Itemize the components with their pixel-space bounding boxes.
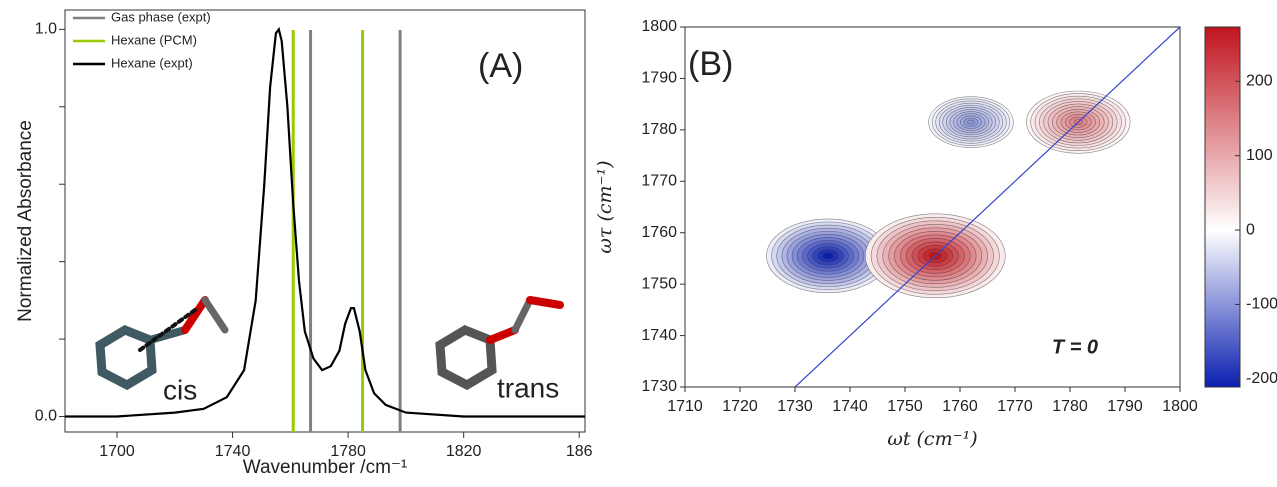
panel-label: (A) [478, 47, 523, 85]
x-tick-label: 1770 [997, 398, 1033, 415]
x-tick-label: 1710 [667, 398, 703, 415]
colorbar-tick-label: 200 [1246, 73, 1273, 90]
x-tick-label: 1750 [887, 398, 923, 415]
colorbar-tick-label: 100 [1246, 147, 1273, 164]
colorbar [1205, 27, 1240, 387]
x-axis-label: Wavenumber /cm⁻¹ [243, 457, 408, 478]
y-tick-label: 1.0 [35, 21, 57, 38]
y-tick-label: 1750 [641, 275, 677, 292]
annotation: T = 0 [1052, 336, 1098, 358]
y-tick-label: 1730 [641, 378, 677, 395]
y-axis-label: Normalized Absorbance [15, 120, 36, 322]
x-tick-label: 1740 [832, 398, 868, 415]
x-tick-label: 1820 [446, 443, 482, 460]
spectrum-line [65, 29, 585, 416]
x-tick-label: 1720 [722, 398, 758, 415]
colorbar-tick-label: 0 [1246, 221, 1255, 238]
diagonal [795, 27, 1180, 387]
contour-level [967, 120, 974, 124]
colorbar-tick-label: -200 [1246, 370, 1277, 387]
y-tick-label: 0.0 [35, 408, 57, 425]
figure: 1700 1740 1780 1820 186 0.0 1.0 Gas phase (expt… [0, 0, 1277, 482]
x-tick-label: 1780 [1052, 398, 1088, 415]
y-tick-label: 1760 [641, 224, 677, 241]
y-tick-label: 1770 [641, 173, 677, 190]
legend-label: Gas phase (expt) [111, 9, 211, 24]
x-axis-label: ωt (cm⁻¹) [887, 428, 977, 450]
x-tick-label: 1790 [1107, 398, 1143, 415]
y-tick-label: 1790 [641, 70, 677, 87]
annotation: cis [163, 374, 197, 405]
x-tick-label: 1800 [1162, 398, 1198, 415]
legend-label: Hexane (PCM) [111, 32, 197, 47]
panel-label: (B) [688, 45, 733, 83]
y-tick-label: 1740 [641, 327, 677, 344]
contour-level [823, 253, 833, 259]
x-tick-label: 1700 [99, 443, 135, 460]
y-tick-label: 1780 [641, 121, 677, 138]
contours [766, 27, 1180, 387]
annotation: trans [497, 372, 559, 403]
x-tick-label: 1760 [942, 398, 978, 415]
colorbar-tick-label: -100 [1246, 296, 1277, 313]
x-tick-label: 186 [566, 443, 593, 460]
y-tick-label: 1800 [641, 18, 677, 35]
y-axis-label: ωτ (cm⁻¹) [594, 160, 616, 253]
cis-molecule [100, 300, 225, 385]
plot-frame [685, 27, 1180, 387]
x-tick-label: 1730 [777, 398, 813, 415]
legend-label: Hexane (expt) [111, 55, 193, 70]
